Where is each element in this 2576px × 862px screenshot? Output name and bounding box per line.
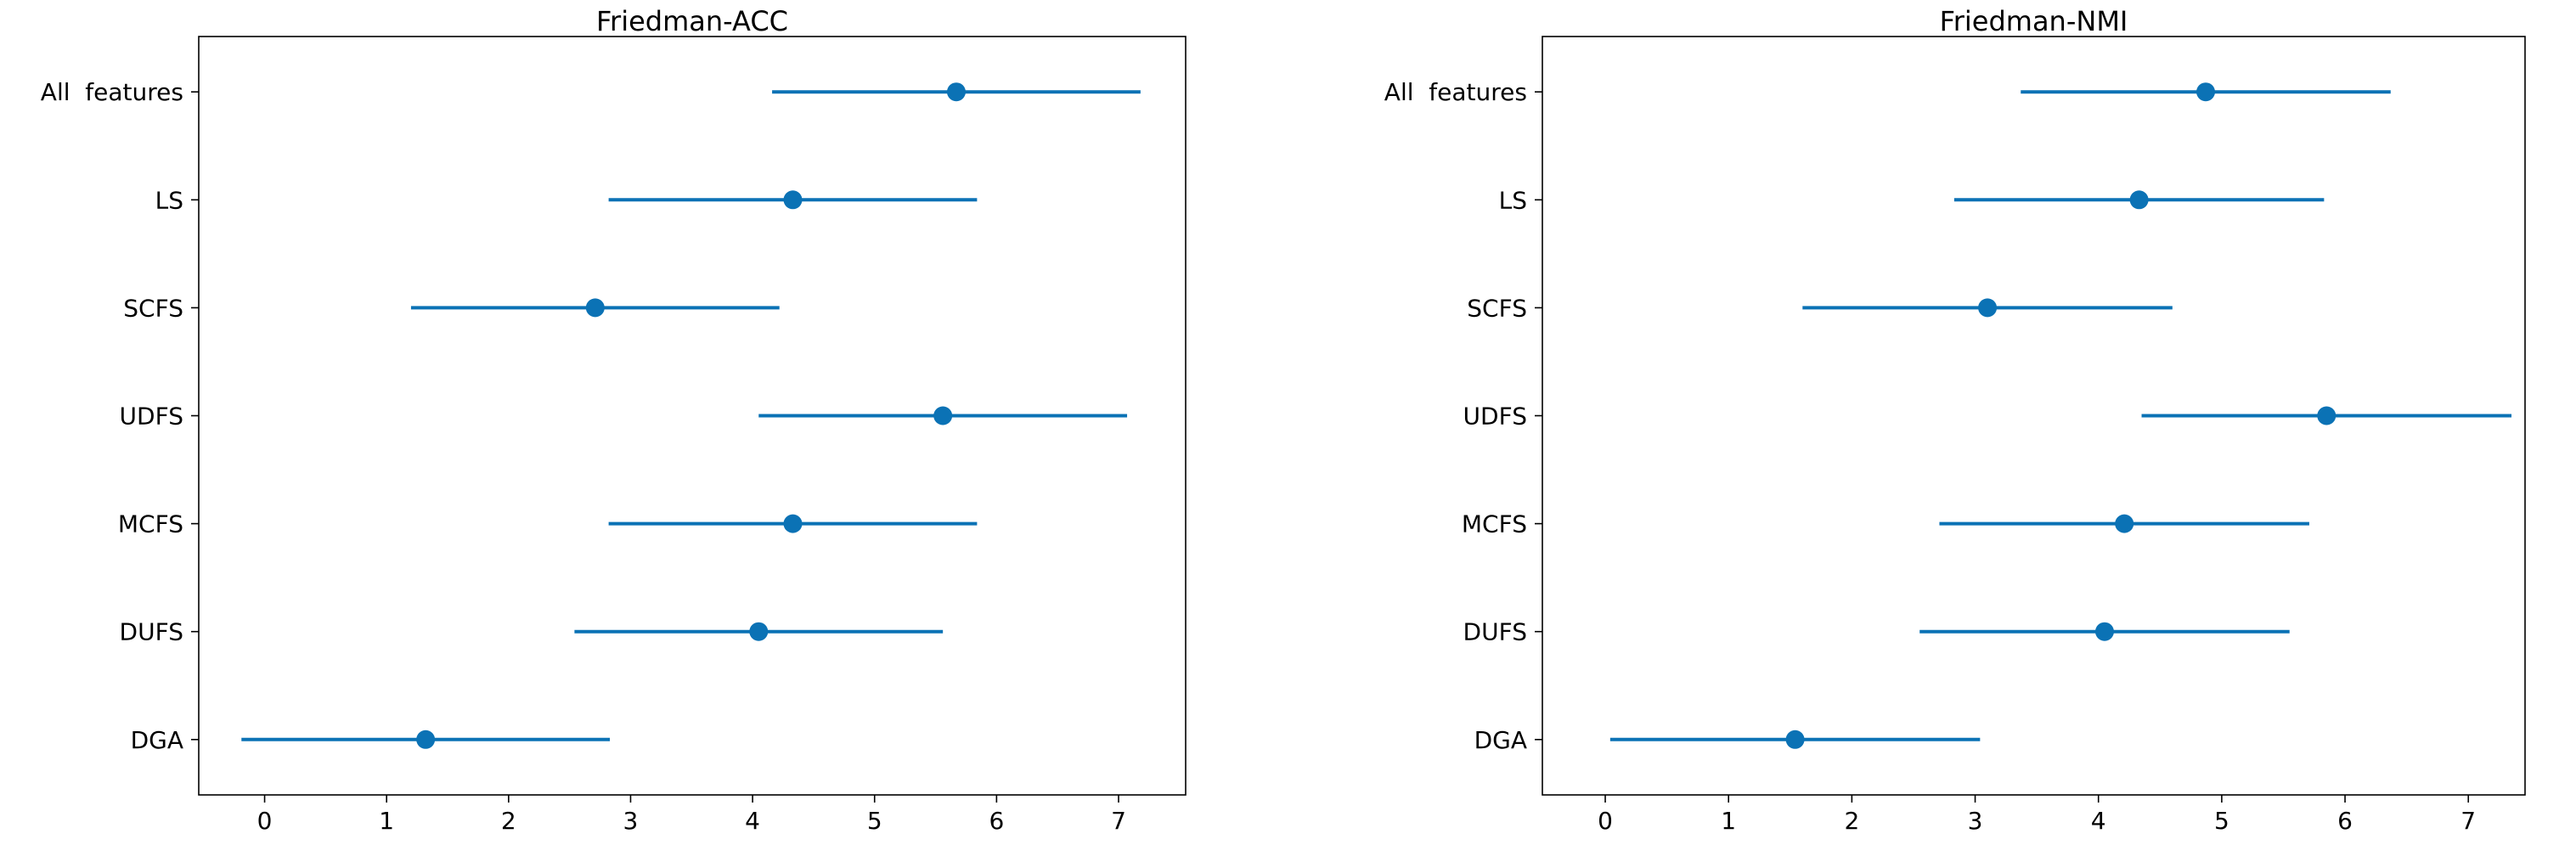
y-tick-label: UDFS: [120, 403, 183, 431]
plot-frame: [1542, 36, 2526, 796]
y-tick-label: DUFS: [1463, 618, 1527, 646]
point: [416, 730, 436, 749]
point: [933, 406, 953, 425]
x-tick-label: 0: [1598, 807, 1613, 835]
x-tick-label: 1: [379, 807, 394, 835]
y-tick-label: MCFS: [118, 510, 183, 538]
x-tick-label: 5: [2214, 807, 2229, 835]
x-tick-label: 4: [745, 807, 760, 835]
y-tick-label: DGA: [131, 726, 183, 754]
point: [1978, 298, 1998, 318]
y-tick-label: SCFS: [123, 294, 183, 322]
point: [2094, 622, 2114, 641]
x-tick-label: 0: [257, 807, 273, 835]
y-tick-label: MCFS: [1462, 510, 1527, 538]
point: [2196, 82, 2216, 102]
x-tick-label: 2: [501, 807, 516, 835]
x-tick-label: 6: [2337, 807, 2353, 835]
chart-title: Friedman-ACC: [596, 5, 788, 37]
x-tick-label: 5: [867, 807, 882, 835]
point: [2129, 190, 2149, 210]
point: [2317, 406, 2336, 425]
y-tick-label: All features: [1384, 78, 1527, 106]
y-tick-label: DGA: [1474, 726, 1527, 754]
point: [946, 82, 966, 102]
y-tick-label: All features: [41, 78, 183, 106]
x-tick-label: 6: [989, 807, 1004, 835]
x-tick-label: 3: [1968, 807, 1983, 835]
y-tick-label: LS: [155, 186, 183, 214]
point: [2115, 514, 2134, 533]
y-tick-label: LS: [1499, 186, 1527, 214]
point: [783, 514, 803, 533]
chart: Friedman-NMI 0 1 2 3 4 5 6 7 All features LS SCFS UD…: [1384, 5, 2526, 835]
point: [749, 622, 769, 641]
chart-title: Friedman-NMI: [1940, 5, 2128, 37]
y-tick-label: UDFS: [1463, 403, 1527, 431]
chart: Friedman-ACC 0 1 2 3 4 5 6 7 All features LS SCFS UD…: [41, 5, 1187, 835]
point: [585, 298, 605, 318]
x-tick-label: 4: [2091, 807, 2106, 835]
x-tick-label: 3: [623, 807, 639, 835]
y-tick-label: DUFS: [120, 618, 183, 646]
y-tick-label: SCFS: [1467, 294, 1527, 322]
plot-frame: [198, 36, 1187, 796]
x-tick-label: 2: [1844, 807, 1859, 835]
x-tick-label: 7: [2460, 807, 2476, 835]
x-tick-label: 7: [1111, 807, 1126, 835]
point: [783, 190, 803, 210]
x-tick-label: 1: [1721, 807, 1736, 835]
point: [1785, 730, 1805, 749]
